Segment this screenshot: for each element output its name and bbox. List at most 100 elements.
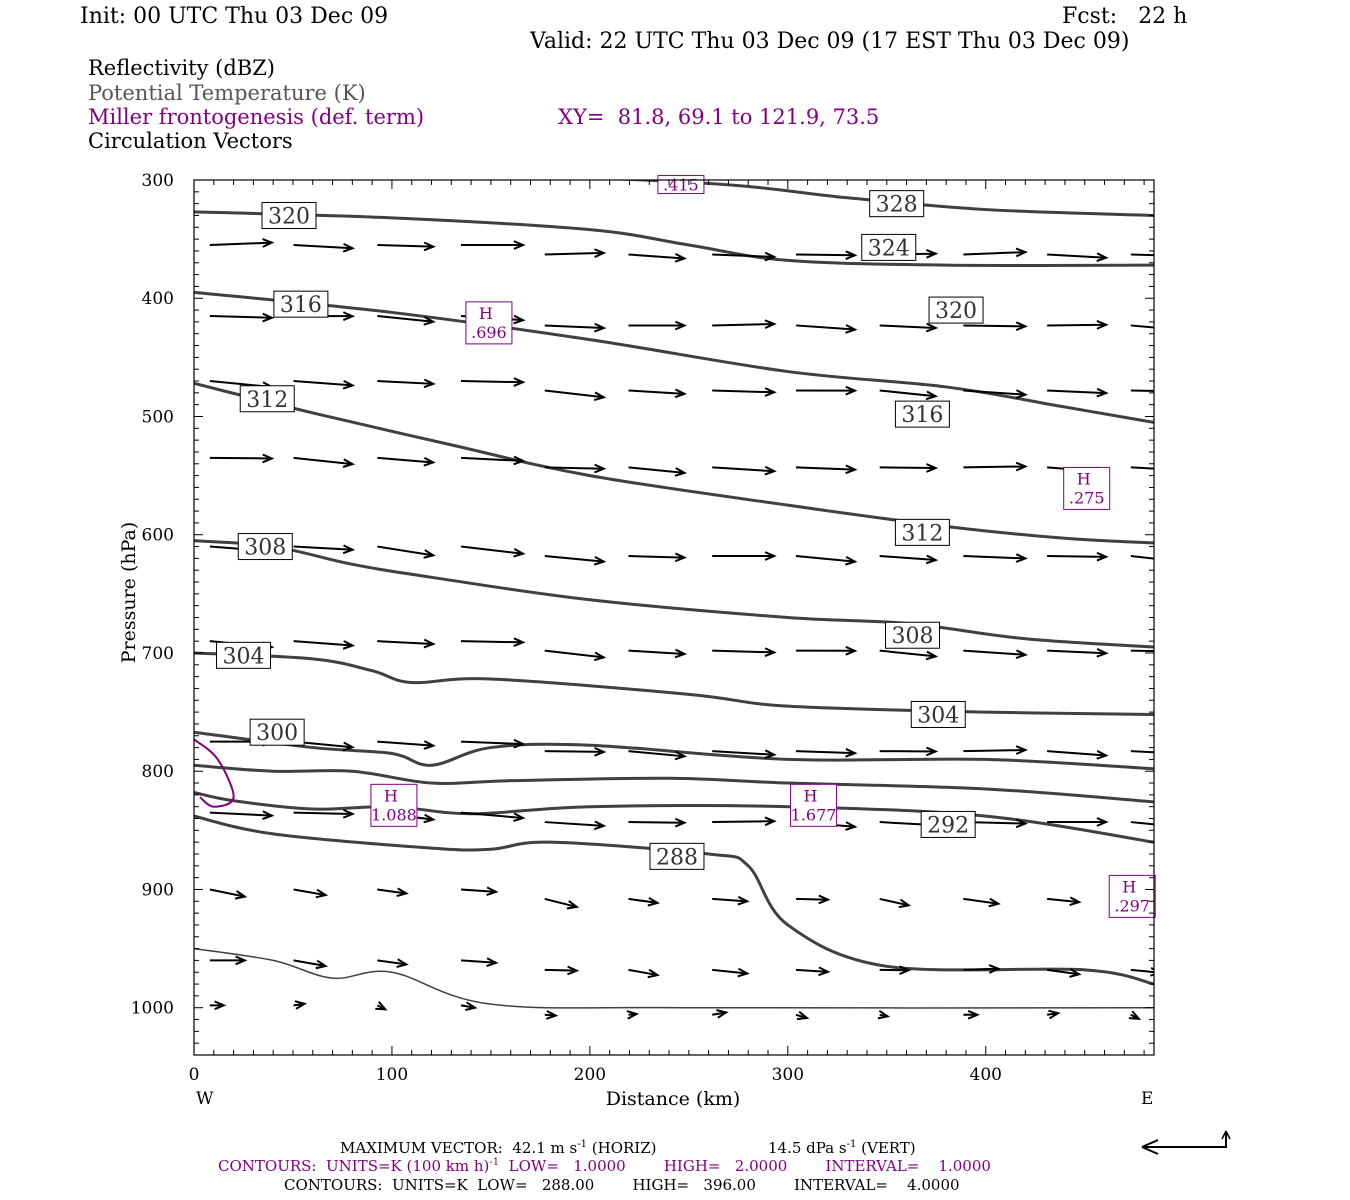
- circulation-vector-36: [209, 453, 275, 464]
- reference-vector-icon: [1141, 1130, 1231, 1155]
- circulation-vector-50: [377, 545, 436, 559]
- circulation-vector-62: [377, 638, 436, 649]
- circulation-vector-84: [209, 810, 275, 820]
- circulation-vector-54: [712, 551, 777, 561]
- theta-label-7: 312: [901, 521, 943, 546]
- circulation-vector-38: [377, 456, 436, 467]
- y-tick-label-900: 900: [142, 880, 174, 900]
- theta-label-0: 328: [876, 193, 918, 218]
- x-axis-label: Distance (km): [606, 1088, 741, 1110]
- fronto-max-h-3: H: [804, 786, 818, 805]
- circulation-vector-12: [209, 312, 275, 323]
- circulation-vector-128: [877, 1009, 891, 1020]
- fronto-max-box-2: [370, 783, 418, 827]
- theta-label-1: 324: [868, 236, 910, 261]
- circulation-vector-6: [712, 251, 777, 262]
- fronto-max-value-3: 1.677: [791, 805, 837, 824]
- fronto-max-h-4: H: [1122, 877, 1136, 896]
- circulation-vector-104: [879, 897, 912, 909]
- fronto-max-value-5: .415: [663, 176, 699, 195]
- circulation-vector-30: [712, 387, 777, 397]
- circulation-vector-130: [1046, 1009, 1061, 1020]
- circulation-vector-103: [795, 894, 831, 905]
- x-end-label-east: E: [1141, 1089, 1153, 1109]
- theta-label-box-13: [920, 810, 976, 838]
- fronto-max-box-1: [1063, 466, 1111, 510]
- circulation-vector-82: [1047, 750, 1109, 760]
- circulation-vector-21: [963, 321, 1028, 332]
- fronto-max-value-4: .297: [1114, 896, 1150, 915]
- theta-contour-info: CONTOURS: UNITS=K LOW= 288.00 HIGH= 396.…: [284, 1176, 960, 1194]
- circulation-vector-18: [712, 319, 777, 329]
- circulation-vector-65: [628, 648, 688, 659]
- circulation-vector-26: [377, 378, 436, 389]
- circulation-vector-40: [544, 463, 607, 474]
- max-vector-horiz: MAXIMUM VECTOR: 42.1 m s-1 (HORIZ): [340, 1139, 657, 1157]
- valid-time: Valid: 22 UTC Thu 03 Dec 09 (17 EST Thu …: [530, 29, 1130, 54]
- circulation-vector-85: [293, 808, 356, 819]
- circulation-vector-119: [1130, 967, 1154, 977]
- theta-label-box-6: [239, 385, 295, 413]
- circulation-vector-68: [879, 649, 939, 661]
- circulation-vector-80: [879, 746, 939, 757]
- circulation-vector-47: [1130, 466, 1154, 470]
- theta-contour-328-0: [608, 180, 1154, 217]
- circulation-vector-52: [544, 555, 607, 566]
- theta-label-box-1: [861, 233, 917, 261]
- circulation-vector-78: [712, 749, 777, 760]
- circulation-vector-99: [460, 886, 499, 897]
- y-tick-label-700: 700: [142, 644, 174, 664]
- circulation-vector-23: [1130, 324, 1154, 329]
- theta-contour-300-7: [194, 763, 1154, 804]
- fronto-max-h-0: H: [479, 304, 493, 323]
- circulation-vector-100: [544, 897, 580, 910]
- circulation-vector-112: [544, 965, 580, 976]
- circulation-vector-127: [795, 1010, 810, 1021]
- theta-label-6: 312: [246, 388, 288, 413]
- circulation-vector-16: [544, 322, 607, 333]
- circulation-vector-81: [963, 745, 1028, 755]
- circulation-vector-0: [209, 238, 275, 248]
- circulation-vector-88: [544, 820, 607, 831]
- circulation-vector-37: [293, 456, 356, 468]
- fronto-max-value-2: 1.088: [371, 805, 417, 824]
- circulation-vector-87: [460, 811, 526, 823]
- circulation-vector-125: [626, 1010, 640, 1020]
- circulation-vector-71: [1130, 649, 1154, 653]
- theta-contour-292-9: [194, 814, 1154, 986]
- y-tick-label-500: 500: [142, 407, 174, 427]
- theta-label-box-14: [649, 842, 705, 870]
- fronto-contour-info: CONTOURS: UNITS=K (100 km h)-1 LOW= 1.00…: [218, 1157, 991, 1175]
- fronto-max-box-4: [1108, 874, 1156, 918]
- circulation-vector-20: [879, 322, 939, 333]
- field-circulation-vectors: Circulation Vectors: [88, 129, 293, 153]
- theta-label-box-8: [237, 533, 293, 561]
- y-axis-label: Pressure (hPa): [118, 522, 140, 664]
- circulation-vector-5: [628, 253, 688, 263]
- circulation-vector-74: [377, 740, 436, 750]
- circulation-vector-42: [712, 465, 777, 476]
- circulation-vector-22: [1047, 320, 1109, 330]
- theta-label-11: 304: [917, 703, 959, 728]
- circulation-vector-77: [628, 750, 688, 761]
- theta-label-2: 320: [935, 299, 977, 324]
- circulation-vector-56: [879, 554, 939, 565]
- circulation-vector-10: [1047, 252, 1109, 263]
- circulation-vector-32: [879, 389, 939, 401]
- circulation-vector-63: [460, 637, 526, 647]
- circulation-vector-126: [712, 1009, 729, 1019]
- fronto-max-box-0: [465, 301, 513, 345]
- cross-section-xy: XY= 81.8, 69.1 to 121.9, 73.5: [558, 105, 880, 129]
- circulation-vector-94: [1047, 817, 1109, 827]
- circulation-vector-1: [293, 242, 356, 253]
- circulation-vector-44: [879, 463, 939, 473]
- theta-label-10: 304: [222, 644, 264, 669]
- theta-label-4: 316: [280, 293, 322, 318]
- theta-label-12: 300: [256, 721, 298, 746]
- y-tick-label-400: 400: [142, 289, 174, 309]
- circulation-vector-117: [963, 964, 1001, 974]
- theta-label-9: 308: [892, 624, 934, 649]
- field-reflectivity: Reflectivity (dBZ): [88, 56, 276, 80]
- circulation-vector-90: [712, 816, 777, 827]
- circulation-vector-113: [628, 968, 661, 979]
